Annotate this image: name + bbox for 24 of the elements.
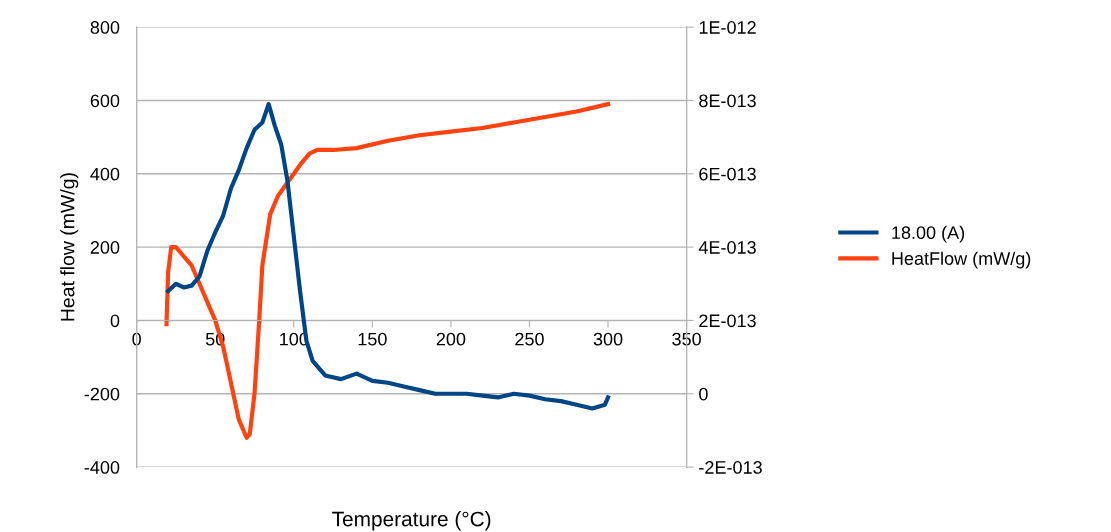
- y-axis-title: Heat flow (mW/g): [60, 173, 79, 321]
- x-tick-label: 250: [515, 332, 544, 346]
- y-tick-label: 200: [90, 241, 120, 254]
- x-axis-title: Temperature (°C): [332, 511, 491, 531]
- y2-tick-label: -2E-013: [699, 461, 762, 474]
- y2-tick-label: 8E-013: [699, 94, 756, 108]
- legend-label: 18.00 (A): [892, 225, 965, 243]
- x-tick-label: 200: [436, 332, 466, 346]
- y-tick-label: 0: [110, 314, 120, 328]
- x-tick-label: 0: [132, 332, 141, 346]
- y-tick-label: -400: [84, 461, 120, 474]
- y-tick-label: 600: [90, 94, 120, 108]
- y2-tick-label: 2E-013: [699, 314, 756, 328]
- y-tick-label: 800: [90, 21, 120, 34]
- y2-tick-label: 1E-012: [699, 21, 756, 34]
- y-tick-label: -200: [84, 387, 120, 401]
- y2-tick-label: 0: [699, 387, 708, 401]
- x-tick-label: 150: [358, 332, 387, 346]
- legend-label: HeatFlow (mW/g): [892, 251, 1031, 269]
- y2-tick-label: 6E-013: [699, 167, 756, 181]
- x-tick-label: 300: [593, 332, 623, 346]
- y-tick-label: 400: [90, 167, 120, 181]
- y2-tick-label: 4E-013: [698, 241, 756, 254]
- x-tick-label: 350: [672, 332, 701, 346]
